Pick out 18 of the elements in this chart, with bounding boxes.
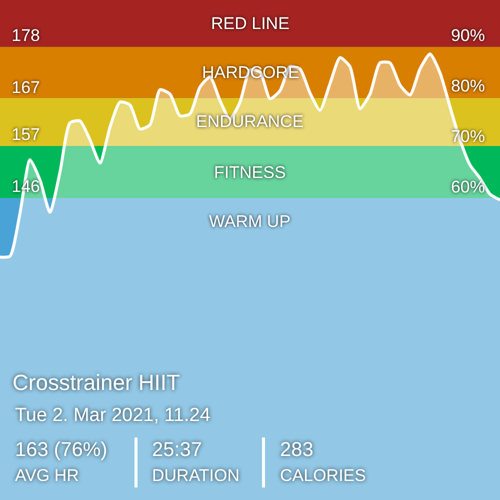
band-label: WARM UP <box>209 212 291 231</box>
text: Tue 2. Mar 2021, 11.24 <box>15 405 211 426</box>
y-tick-label: 167 <box>12 78 40 97</box>
annotation: CALORIES <box>280 466 366 485</box>
band-label: ENDURANCE <box>196 112 304 131</box>
y2-tick-label: 80% <box>450 76 485 96</box>
band-label: FITNESS <box>214 163 286 182</box>
annotation: DURATION <box>152 466 240 485</box>
band-label: RED LINE <box>211 14 290 33</box>
y-tick-label: 178 <box>12 26 40 45</box>
y2-tick-label: 60% <box>450 177 485 196</box>
annotation: 25:37 <box>152 439 202 461</box>
annotation: AVG HR <box>15 466 79 485</box>
y-tick-label: 157 <box>12 125 40 144</box>
y2-tick-label: 90% <box>450 26 485 46</box>
text: Crosstrainer HIIT <box>12 370 180 396</box>
annotation: 163 (76%) <box>15 439 108 461</box>
annotation: 283 <box>280 439 314 461</box>
